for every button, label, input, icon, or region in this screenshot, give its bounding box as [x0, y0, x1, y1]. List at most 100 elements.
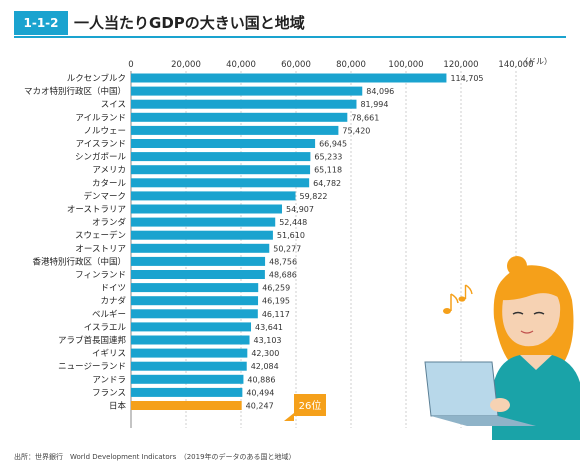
x-tick-label: 100,000 [388, 60, 423, 70]
bar [131, 322, 252, 332]
bar [131, 243, 270, 253]
category-label: イギリス [92, 349, 126, 359]
category-label: ルクセンブルク [67, 73, 126, 84]
bar [131, 99, 357, 109]
category-label: アラブ首長国連邦 [58, 335, 127, 346]
value-label: 52,448 [279, 218, 307, 227]
category-label: シンガポール [75, 152, 127, 163]
category-label: ベルギー [92, 310, 126, 320]
x-tick-label: 140,000 [498, 60, 533, 70]
value-label: 46,195 [262, 297, 290, 306]
x-tick-label: 60,000 [281, 60, 311, 70]
value-label: 40,247 [246, 402, 274, 411]
bar [131, 73, 447, 83]
value-label: 48,756 [269, 257, 297, 266]
bar [131, 165, 311, 175]
x-tick-label: 120,000 [443, 60, 478, 70]
category-label: カナダ [100, 296, 126, 307]
value-label: 40,886 [247, 375, 275, 384]
value-label: 40,494 [246, 388, 274, 397]
value-label: 64,782 [313, 179, 341, 188]
value-label: 42,084 [251, 362, 279, 371]
value-label: 84,096 [366, 87, 394, 96]
category-label: アンドラ [92, 375, 126, 385]
x-axis-ticks: 0 20,000 40,000 60,000 80,000 100,000 120,000 1… [128, 60, 533, 70]
music-note-icon [443, 293, 459, 314]
value-label: 46,259 [262, 284, 290, 293]
category-label: イスラエル [84, 323, 127, 333]
value-label: 54,907 [286, 205, 314, 214]
x-axis-unit: （ドル） [520, 57, 552, 66]
value-label: 59,822 [300, 192, 328, 201]
bar [131, 348, 248, 358]
value-labels: 114,705 84,096 81,994 78,661 75,420 66,945 65,… [246, 74, 484, 411]
value-label: 51,610 [277, 231, 305, 240]
x-tick-label: 20,000 [171, 60, 201, 70]
bar [131, 217, 276, 227]
rank-callout: 26位 [284, 394, 326, 421]
category-label: アメリカ [92, 166, 126, 176]
bar [131, 374, 244, 384]
bar [131, 178, 310, 188]
category-label: アイスランド [76, 140, 126, 150]
category-label: マカオ特別行政区（中国） [24, 86, 126, 97]
bar [131, 283, 259, 293]
bar [131, 387, 243, 397]
category-label: フランス [92, 388, 126, 398]
music-note-icon [458, 284, 473, 302]
category-label: フィンランド [75, 271, 126, 281]
value-label: 65,118 [314, 166, 342, 175]
rank-callout-label: 26位 [299, 399, 322, 412]
header-rule [14, 36, 566, 38]
category-label: デンマーク [83, 191, 126, 202]
bar [131, 256, 266, 266]
category-label: ニュージーランド [58, 362, 126, 372]
bar [131, 112, 348, 122]
rank-callout-box [294, 394, 326, 416]
bar [131, 152, 311, 162]
category-label: スイス [101, 100, 126, 110]
category-label: ノルウェー [83, 126, 126, 136]
value-label: 43,641 [255, 323, 283, 332]
bar [131, 230, 273, 240]
category-label: アイルランド [75, 113, 126, 123]
category-label: オーストラリア [67, 205, 126, 215]
category-label: スウェーデン [75, 230, 126, 241]
category-label: オランダ [92, 217, 127, 228]
value-label: 75,420 [342, 126, 370, 135]
rank-callout-pointer [284, 413, 294, 421]
category-label: カタール [92, 179, 127, 189]
value-label: 66,945 [319, 140, 347, 149]
value-label: 46,117 [262, 310, 290, 319]
value-label: 114,705 [450, 74, 483, 83]
x-tick-label: 40,000 [226, 60, 256, 70]
bar [131, 335, 250, 345]
bar [131, 86, 363, 96]
category-label: ドイツ [100, 284, 126, 294]
bar [131, 191, 296, 201]
bar [131, 401, 242, 410]
value-label: 43,103 [254, 336, 282, 345]
bars [131, 73, 447, 410]
value-label: 78,661 [351, 113, 379, 122]
source-note: 出所：世界銀行 World Development Indicators （20… [14, 453, 296, 461]
category-label: オーストリア [75, 244, 126, 254]
x-tick-label: 0 [128, 60, 133, 70]
value-label: 81,994 [360, 100, 388, 109]
x-tick-label: 80,000 [336, 60, 366, 70]
figure-number-badge: 1-1-2 [14, 11, 68, 35]
value-label: 50,277 [273, 244, 301, 253]
woman-with-laptop-illustration [424, 256, 580, 440]
value-label: 48,686 [269, 271, 297, 280]
category-label: 日本 [109, 401, 127, 412]
figure-title: 一人当たりGDPの大きい国と地域 [74, 14, 305, 32]
bar [131, 361, 247, 371]
value-label: 65,233 [314, 153, 342, 162]
bar [131, 296, 259, 306]
bar [131, 309, 258, 319]
bar [131, 139, 316, 148]
value-label: 42,300 [251, 349, 279, 358]
category-label: 香港特別行政区（中国） [32, 256, 126, 267]
